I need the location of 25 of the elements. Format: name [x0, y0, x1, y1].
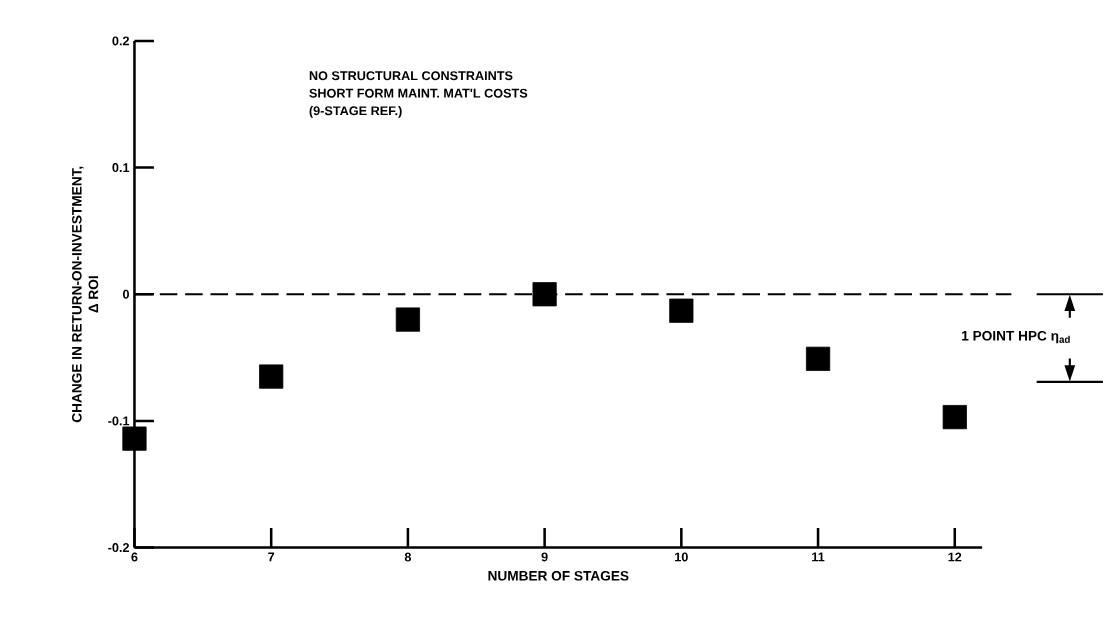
- x-tick-label: 10: [675, 552, 688, 562]
- x-tick-label: 8: [404, 552, 412, 562]
- annotation: 1 POINT HPC η$_{ad}$: [962, 330, 1070, 344]
- y-axis-title: CHANGE IN RETURN-ON-INVESTMENT, Δ ROI: [72, 166, 99, 423]
- x-axis-title: NUMBER OF STAGES: [488, 570, 629, 581]
- annotation: NO STRUCTURAL CONSTRAINTS: [309, 71, 513, 81]
- x-tick-label: 6: [131, 552, 138, 562]
- y-tick-label: 0.2: [112, 36, 130, 46]
- annotation: (9-STAGE REF.): [309, 105, 402, 118]
- x-tick-label: 9: [541, 552, 548, 562]
- x-tick-label: 7: [268, 552, 275, 562]
- y-tick-label: -0.1: [108, 416, 130, 426]
- point: [532, 282, 557, 307]
- point: [805, 346, 831, 371]
- point: [122, 426, 147, 451]
- point: [259, 364, 284, 389]
- point: [395, 307, 420, 332]
- y-tick-label: -0.2: [108, 543, 130, 553]
- x-tick-label: 12: [948, 552, 962, 562]
- x-tick-label: 11: [812, 552, 825, 562]
- point: [669, 298, 694, 323]
- point: [942, 404, 967, 430]
- annotation: SHORT FORM MAINT. MAT'L COSTS: [309, 88, 528, 98]
- y-tick-label: 0: [122, 289, 129, 299]
- y-tick-label: 0.1: [112, 163, 130, 173]
